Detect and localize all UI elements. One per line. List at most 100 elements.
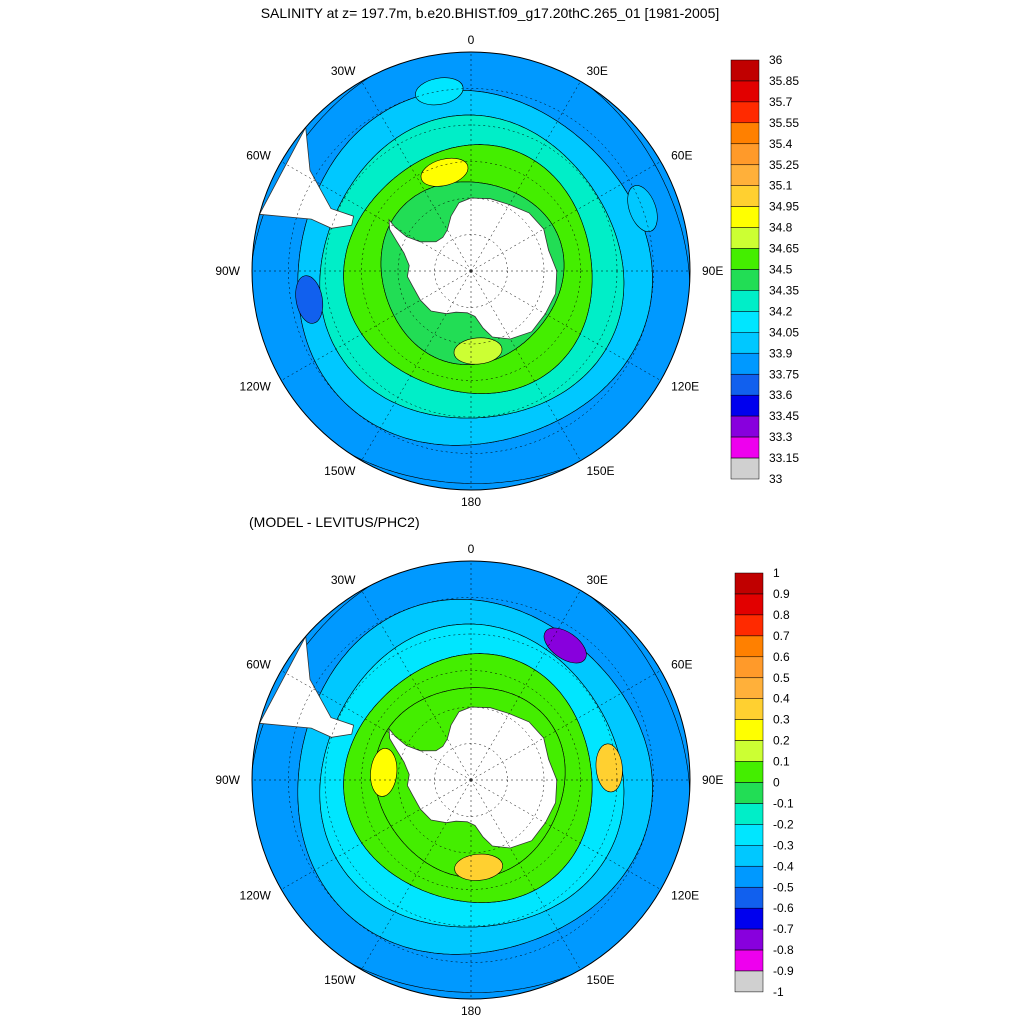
colorbar-swatch [734,677,764,699]
longitude-label: 120E [671,889,699,903]
longitude-label: 30E [587,573,608,587]
meridian-line [361,270,472,461]
south-america-landmass [258,125,355,229]
colorbar-label: 0.8 [773,608,790,622]
colorbar-label: 35.4 [769,137,793,151]
longitude-label: 30E [587,64,608,78]
colorbar-swatch [734,656,764,678]
latitude-circle [397,706,545,854]
chart-title: (MODEL - LEVITUS/PHC2) [249,514,420,530]
colorbar-label: 0 [773,776,780,790]
longitude-label: 120W [240,889,272,903]
field-feature [627,185,658,232]
longitude-label: 60W [246,658,271,672]
meridian-line [470,590,581,781]
longitude-label: 60E [671,149,692,163]
antarctica-landmass [388,706,558,849]
colorbar-swatch [730,185,760,207]
colorbar-label: 0.3 [773,713,790,727]
colorbar-swatch [734,593,764,616]
latitude-circle [288,597,654,963]
colorbar-swatch [730,290,760,312]
colorbar-swatch [730,457,760,480]
colorbar: 36 35.85 35.7 35.55 35.4 35.25 35.1 34.95 34.8 34… [730,53,799,486]
longitude-label: 180 [461,495,481,509]
longitude-label: 150W [324,973,356,987]
meridian-line [361,779,472,970]
colorbar-label: 34.5 [769,263,793,277]
colorbar-swatch [734,887,764,909]
colorbar-label: 0.9 [773,587,790,601]
graticule [252,52,690,490]
colorbar-label: -0.7 [773,922,794,936]
meridian-line [470,670,661,781]
colorbar-swatch [730,269,760,291]
colorbar-label: 35.25 [769,158,799,172]
colorbar-label: 0.4 [773,692,790,706]
longitude-label: 150W [324,464,356,478]
colorbar-label: 35.85 [769,74,799,88]
longitude-label: 120E [671,380,699,394]
colorbar-label: 34.8 [769,221,793,235]
longitude-label: 60W [246,149,271,163]
latitude-circle [361,161,581,381]
field-feature [370,748,398,797]
meridian-line [281,779,472,890]
polar-map: 0 30E 60E 90E 120E 150E 180 150W 120W 90W 60W 30W [215,33,723,509]
colorbar-label: 34.35 [769,283,799,297]
colorbar-swatch [730,122,760,144]
colorbar-label: 34.95 [769,200,799,214]
longitude-labels: 0 30E 60E 90E 120E 150E 180 150W 120W 90W 60W 30W [215,542,723,1018]
colorbar-label: -0.4 [773,859,794,873]
colorbar-swatch [734,761,764,783]
field-feature [420,157,469,187]
colorbar-swatch [734,698,764,720]
polar-map: 0 30E 60E 90E 120E 150E 180 150W 120W 90W 60W 30W [215,542,723,1018]
colorbar-swatch [730,436,760,459]
longitude-label: 30W [331,573,356,587]
colorbar-swatch [730,311,760,333]
colorbar-swatch [734,740,764,762]
colorbar-label: -0.5 [773,880,794,894]
meridian-line [470,779,581,970]
colorbar-swatch [734,803,764,825]
meridian-line [281,161,472,272]
meridian-line [470,161,661,272]
colorbar-label: 33 [769,472,783,486]
colorbar-swatch [734,949,764,972]
colorbar-swatch [730,415,760,438]
field-feature [295,275,324,324]
longitude-label: 150E [587,973,615,987]
longitude-label: 30W [331,64,356,78]
colorbar-label: 0.1 [773,755,790,769]
colorbar: 1 0.9 0.8 0.7 0.6 0.5 0.4 0.3 0.2 0.1 0 -0.1 -0.2 -0.… [734,566,794,999]
colorbar-label: -0.2 [773,817,794,831]
colorbar-swatch [734,782,764,804]
south-america-landmass [258,634,355,738]
panel-salinity: SALINITY at z= 197.7m, b.e20.BHIST.f09_g… [215,5,799,509]
colorbar-label: 34.65 [769,242,799,256]
latitude-circle [288,88,654,454]
longitude-label: 0 [468,33,475,47]
longitude-label: 180 [461,1004,481,1018]
map-boundary [251,560,691,1000]
field-feature [453,337,503,365]
colorbar-label: 35.7 [769,95,793,109]
colorbar-swatch [730,248,760,270]
land-mask [258,125,558,340]
longitude-label: 90E [702,264,723,278]
longitude-label: 120W [240,380,272,394]
colorbar-label: 33.9 [769,346,793,360]
colorbar-label: 36 [769,53,783,67]
colorbar-swatch [734,572,764,595]
colorbar-swatch [734,970,764,993]
colorbar-label: -0.1 [773,797,794,811]
colorbar-label: 0.5 [773,671,790,685]
colorbar-swatch [730,227,760,249]
latitude-circle [397,197,545,345]
colorbar-swatch [734,907,764,930]
graticule [252,561,690,999]
longitude-label: 150E [587,464,615,478]
longitude-labels: 0 30E 60E 90E 120E 150E 180 150W 120W 90W 60W 30W [215,33,723,509]
